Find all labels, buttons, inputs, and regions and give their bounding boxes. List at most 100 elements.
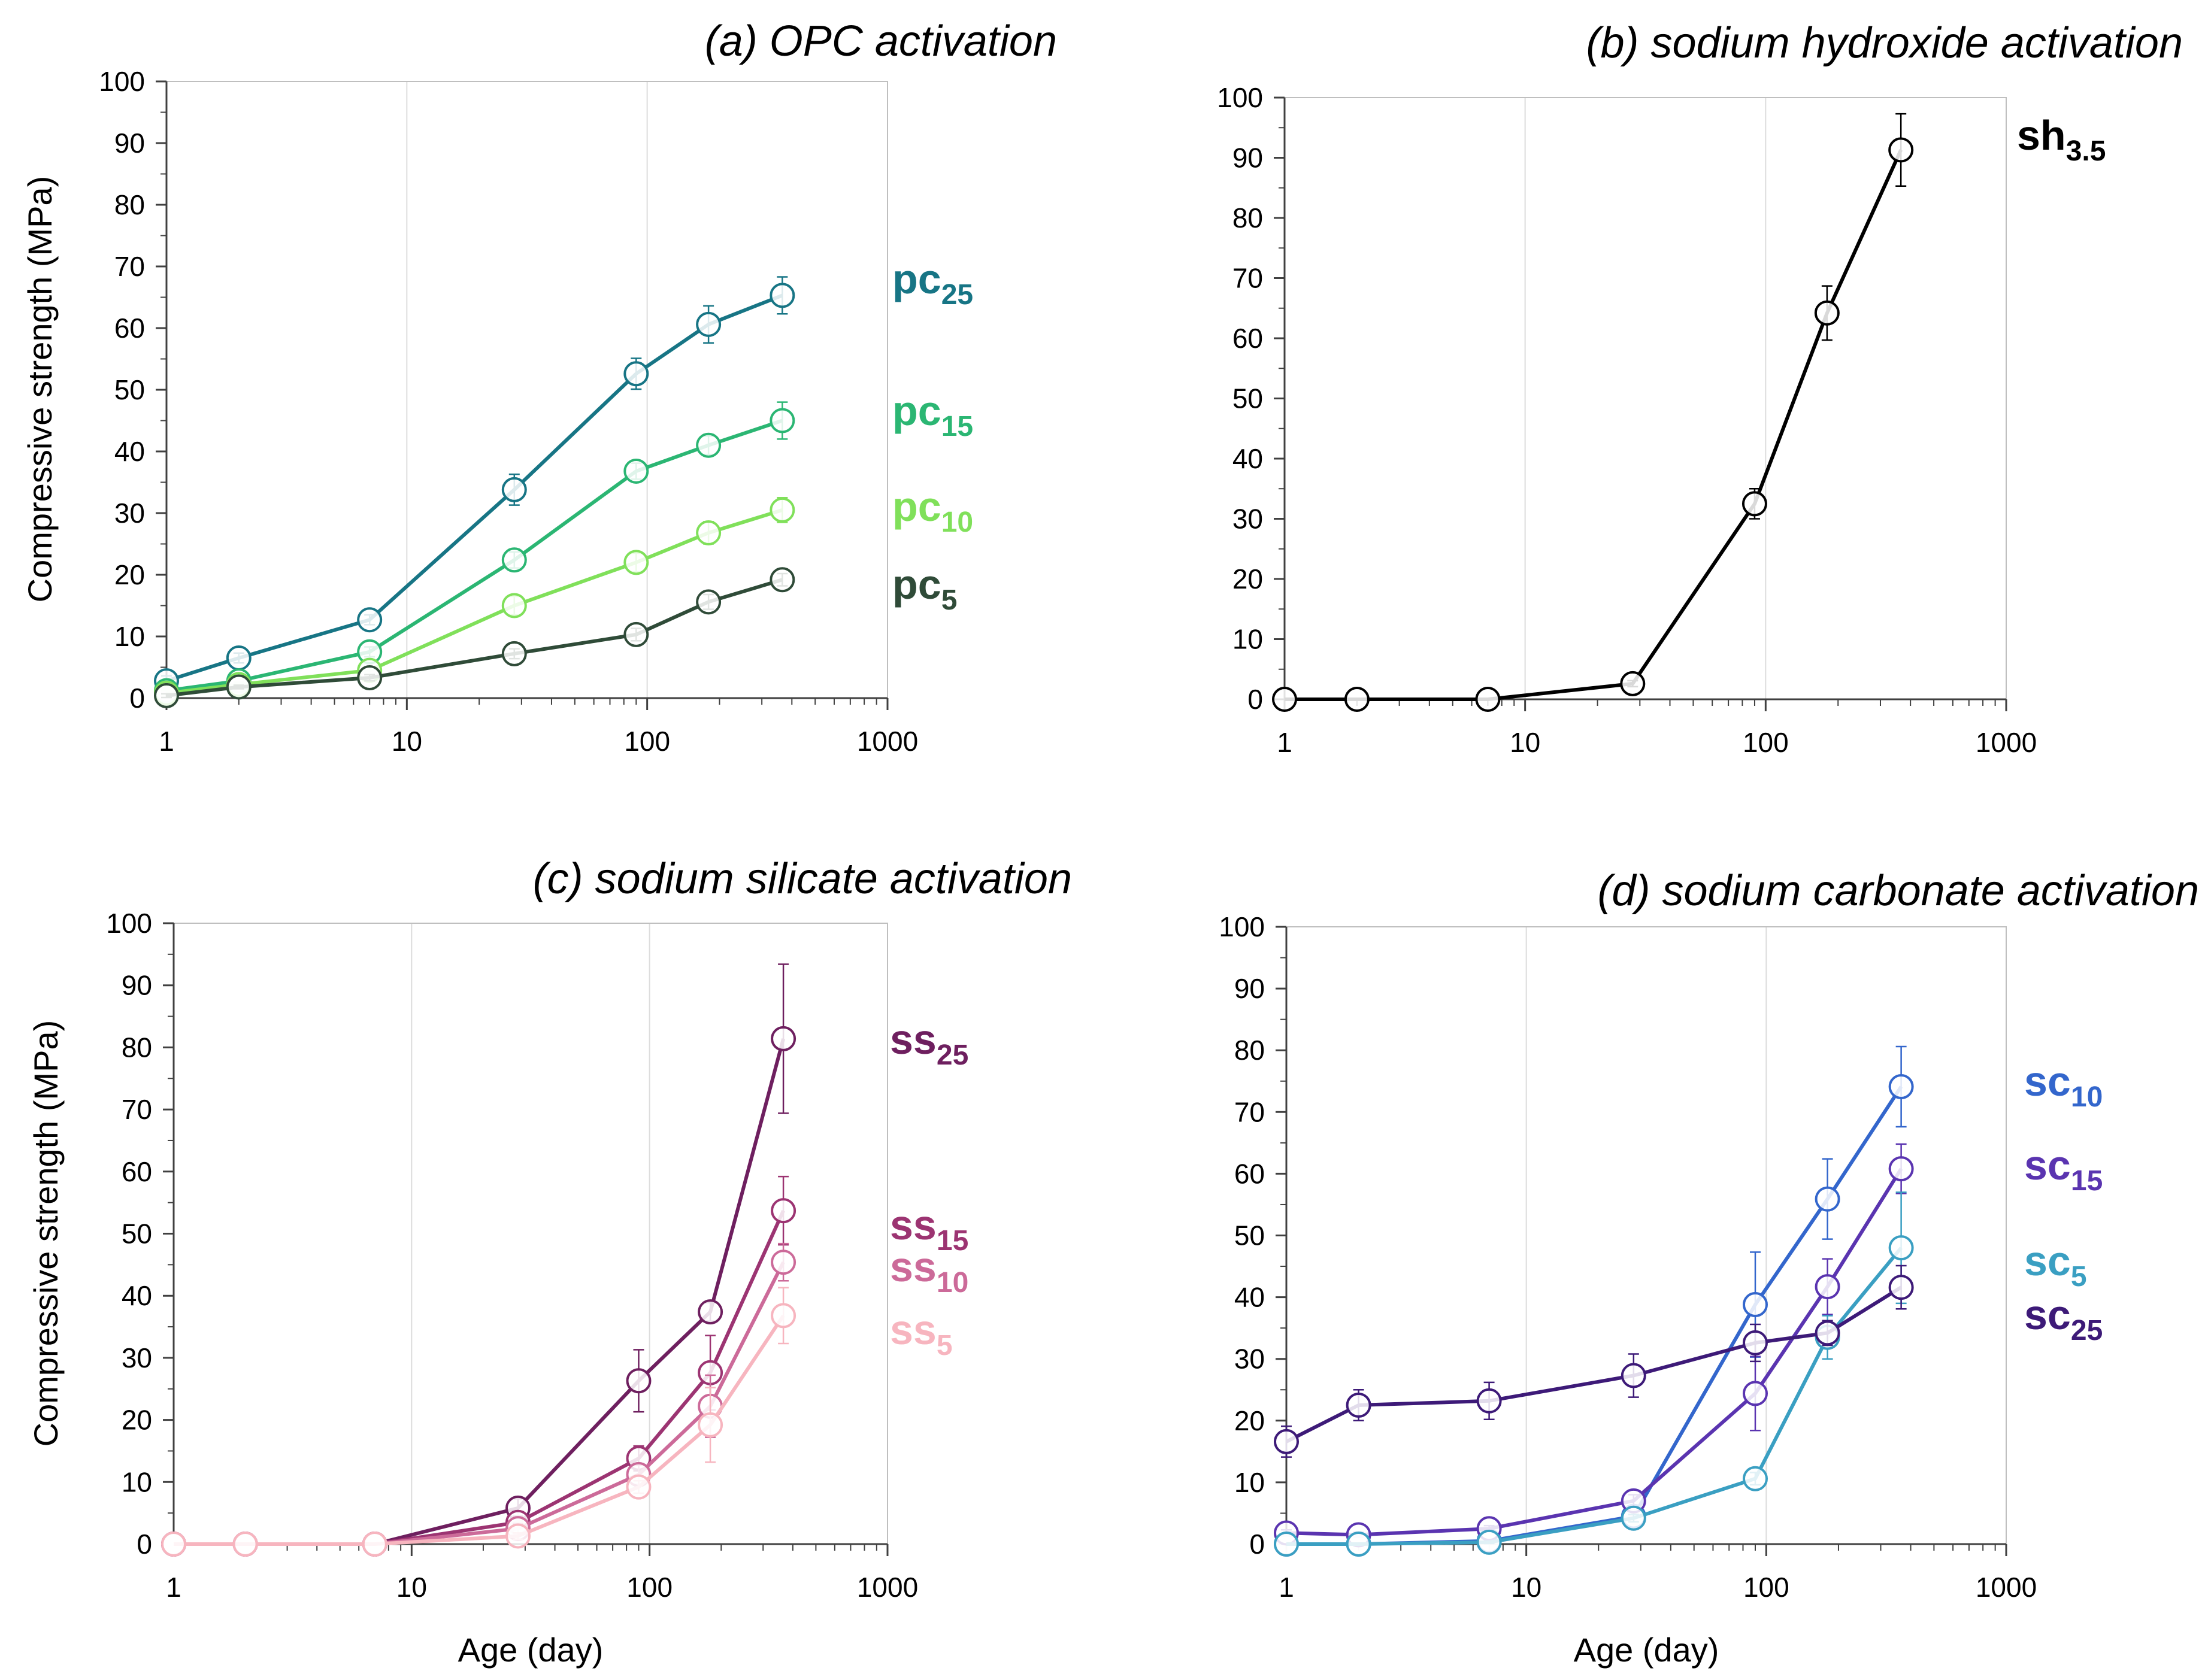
series-line-sc5: [1286, 1247, 1903, 1546]
series-label-sub: 25: [937, 1039, 968, 1071]
series-line-ss5: [174, 1314, 785, 1546]
series-label-sub: 10: [2071, 1081, 2103, 1113]
y-tick-label: 70: [1234, 1096, 1265, 1127]
data-point: [1621, 1505, 1646, 1531]
y-tick-label: 30: [122, 1342, 152, 1373]
x-tick-label: 1000: [1976, 1572, 2037, 1603]
series-pc25: pc25: [154, 256, 973, 694]
data-point: [626, 1474, 652, 1500]
data-point: [623, 550, 649, 575]
data-point: [1344, 687, 1370, 712]
y-tick-label: 90: [114, 128, 145, 159]
data-point: [501, 477, 527, 502]
series-label-sub: 10: [941, 507, 973, 538]
data-point: [698, 1412, 723, 1438]
series-label-main: pc: [892, 561, 941, 608]
data-point: [623, 458, 649, 484]
data-point: [1815, 1320, 1840, 1346]
x-tick-label: 10: [392, 726, 422, 757]
series-label-pc5: pc5: [892, 561, 957, 616]
series-pc5: pc5: [154, 561, 957, 708]
data-point: [696, 520, 722, 545]
series-label-sub: 5: [941, 584, 958, 616]
data-point: [1620, 671, 1646, 696]
data-point: [696, 311, 722, 337]
series-label-pc15: pc15: [892, 387, 973, 442]
data-point: [357, 607, 383, 633]
data-point: [770, 408, 795, 433]
series-label-main: ss: [890, 1016, 937, 1063]
y-tick-label: 0: [137, 1529, 152, 1560]
series-label-main: sc: [2024, 1291, 2071, 1338]
y-tick-label: 10: [114, 621, 145, 652]
y-tick-label: 50: [1234, 1220, 1265, 1251]
y-tick-label: 0: [1247, 684, 1263, 715]
data-point: [1888, 137, 1914, 163]
series-label-pc25: pc25: [892, 256, 973, 311]
x-tick-label: 1: [159, 726, 174, 757]
y-tick-label: 20: [114, 559, 145, 590]
data-point: [1815, 1274, 1840, 1300]
y-tick-label: 20: [122, 1405, 152, 1436]
panel-title: (c) sodium silicate activation: [533, 855, 1072, 903]
series-label-main: sc: [2024, 1058, 2071, 1105]
x-tick-label: 100: [626, 1572, 673, 1603]
series-line-pc15: [166, 419, 783, 693]
x-tick-label: 10: [1511, 1572, 1541, 1603]
x-tick-label: 1000: [1976, 727, 2037, 758]
y-tick-label: 30: [1232, 504, 1263, 535]
y-axis-title: Compressive strength (MPa): [21, 176, 59, 603]
series-sc5: sc5: [1274, 1191, 2087, 1557]
y-tick-label: 40: [1234, 1282, 1265, 1313]
panel-title: (d) sodium carbonate activation: [1597, 867, 2199, 915]
y-tick-label: 60: [1232, 323, 1263, 354]
y-tick-label: 90: [122, 970, 152, 1001]
data-point: [1476, 1529, 1502, 1555]
data-point: [1272, 687, 1297, 712]
series-label-sc5: sc5: [2024, 1238, 2087, 1293]
series-label-pc10: pc10: [892, 483, 973, 538]
data-point: [501, 593, 527, 618]
series-line-ss15: [174, 1209, 785, 1546]
data-point: [1274, 1532, 1299, 1557]
series-label-sub: 25: [2071, 1315, 2103, 1347]
data-point: [1814, 300, 1840, 326]
y-tick-label: 60: [114, 313, 145, 344]
y-axis-title: Compressive strength (MPa): [27, 1020, 65, 1447]
data-point: [770, 497, 795, 523]
data-point: [623, 621, 649, 647]
y-tick-label: 80: [1234, 1035, 1265, 1066]
x-axis-title: Age (day): [458, 1631, 604, 1669]
data-point: [1742, 1330, 1768, 1355]
series-label-sub: 10: [937, 1267, 968, 1299]
data-point: [501, 641, 527, 666]
series-line-sc25: [1285, 1285, 1903, 1444]
y-tick-label: 0: [1249, 1529, 1265, 1560]
series-label-sub: 3.5: [2066, 135, 2106, 167]
data-point: [232, 1532, 258, 1557]
data-point: [771, 1250, 796, 1275]
y-tick-label: 30: [1234, 1344, 1265, 1375]
series-label-main: sc: [2024, 1142, 2071, 1188]
data-point: [771, 1303, 796, 1329]
y-tick-label: 100: [1217, 82, 1263, 113]
series-label-main: ss: [890, 1202, 937, 1248]
series-line-ss10: [174, 1261, 785, 1546]
y-tick-label: 10: [1232, 624, 1263, 655]
series-line-ss25: [174, 1038, 785, 1546]
data-point: [770, 567, 795, 593]
series-ss15: ss15: [161, 1175, 968, 1557]
data-point: [1475, 687, 1501, 712]
data-point: [696, 589, 722, 615]
series-sc25: sc25: [1274, 1264, 2103, 1458]
series-label-ss15: ss15: [890, 1202, 968, 1257]
x-tick-label: 100: [1743, 727, 1789, 758]
data-point: [1274, 1429, 1299, 1454]
series-label-sub: 15: [937, 1225, 968, 1257]
y-tick-label: 30: [114, 498, 145, 529]
plot-frame: [1286, 926, 2007, 1545]
x-tick-label: 100: [624, 726, 670, 757]
series-label-main: ss: [890, 1244, 937, 1290]
